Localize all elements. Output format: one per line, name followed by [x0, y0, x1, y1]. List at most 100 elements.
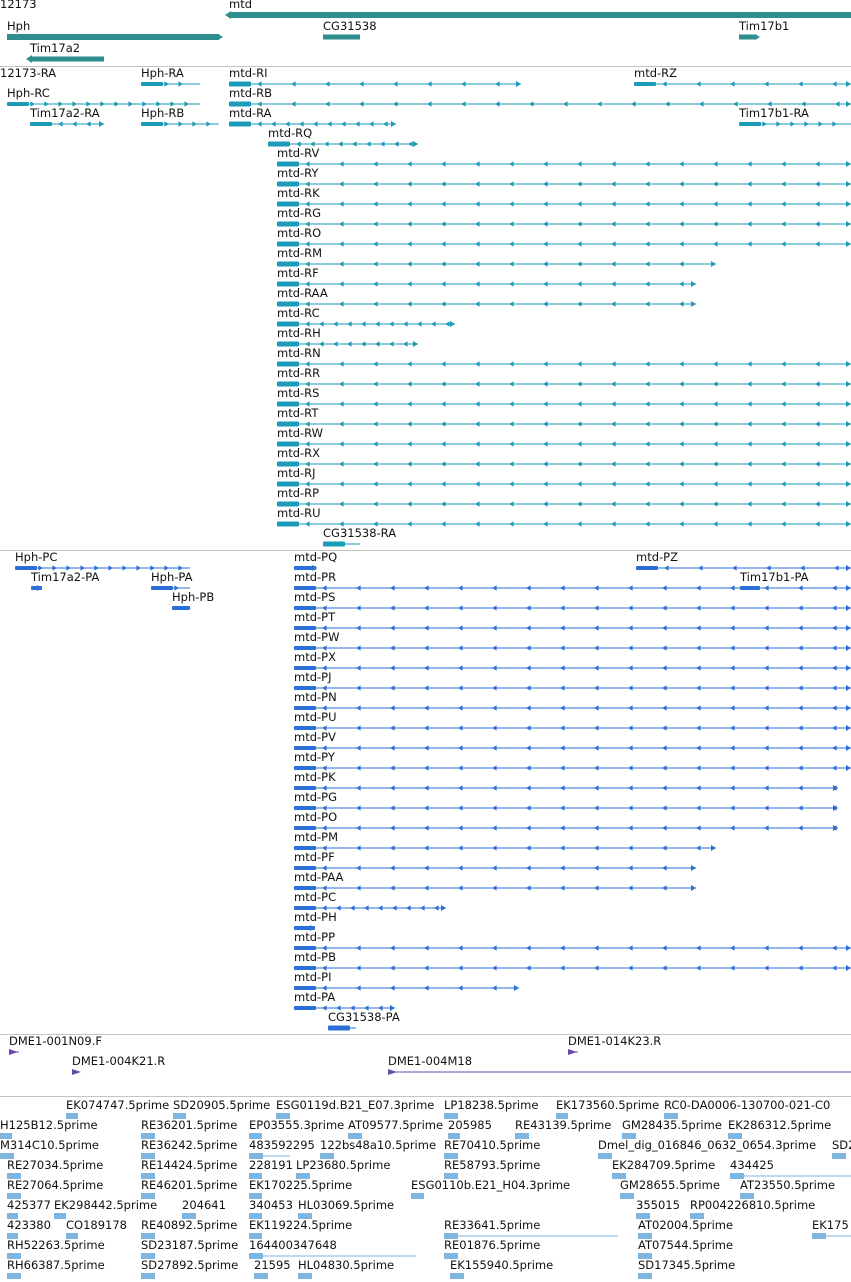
feature-label[interactable]: SD27892.5prime	[141, 1258, 239, 1272]
feature-label[interactable]: EK173560.5prime	[556, 1098, 660, 1112]
feature-label[interactable]: RE36201.5prime	[141, 1118, 238, 1132]
feature-label[interactable]: mtd-PO	[294, 810, 338, 824]
feature-label[interactable]: EK170225.5prime	[249, 1178, 353, 1192]
feature-label[interactable]: Tim17a2	[30, 41, 81, 55]
feature-label[interactable]: mtd-RX	[277, 446, 321, 460]
feature-label[interactable]: Hph-RA	[141, 66, 184, 80]
feature-label[interactable]: AT02004.5prime	[638, 1218, 734, 1232]
feature-label[interactable]: AT09577.5prime	[348, 1118, 444, 1132]
feature-label[interactable]: mtd-RZ	[634, 66, 678, 80]
feature-label[interactable]: RE14424.5prime	[141, 1158, 238, 1172]
feature-label[interactable]: mtd-PC	[294, 890, 337, 904]
feature-label[interactable]: mtd-RW	[277, 426, 324, 440]
feature-label[interactable]: mtd-PH	[294, 910, 337, 924]
feature-label[interactable]: mtd-PG	[294, 790, 338, 804]
feature-label[interactable]: SD23187.5prime	[141, 1238, 239, 1252]
feature-label[interactable]: SD17345.5prime	[638, 1258, 736, 1272]
feature-label[interactable]: mtd-PZ	[636, 550, 678, 564]
feature-label[interactable]: mtd-PJ	[294, 670, 332, 684]
feature-label[interactable]: EK119224.5prime	[249, 1218, 353, 1232]
feature-label[interactable]: mtd-PA	[294, 990, 336, 1004]
feature-label[interactable]: mtd-RAA	[277, 286, 328, 300]
feature-label[interactable]: mtd-RQ	[268, 126, 313, 140]
feature-label[interactable]: Tim17b1-PA	[740, 570, 809, 584]
feature-label[interactable]: Hph-PC	[15, 550, 58, 564]
feature-label[interactable]: EK284709.5prime	[612, 1158, 716, 1172]
feature-label[interactable]: 164400347648	[249, 1238, 337, 1252]
feature-label[interactable]: 434425	[730, 1158, 774, 1172]
feature-label[interactable]: mtd-PR	[294, 570, 337, 584]
feature-label[interactable]: ESG0119d.B21_E07.3prime	[276, 1098, 435, 1112]
feature-label[interactable]: RE01876.5prime	[444, 1238, 541, 1252]
feature-label[interactable]: mtd-RF	[277, 266, 319, 280]
feature-label[interactable]: mtd-PI	[294, 970, 332, 984]
feature-label[interactable]: CG31538-PA	[328, 1010, 400, 1024]
feature-label[interactable]: Hph-PB	[172, 590, 215, 604]
feature-label[interactable]: mtd-PF	[294, 850, 335, 864]
feature-label[interactable]: LP23680.5prime	[296, 1158, 391, 1172]
feature-label[interactable]: 425377	[7, 1198, 51, 1212]
feature-label[interactable]: AT07544.5prime	[638, 1238, 734, 1252]
feature-label[interactable]: CO189178	[66, 1218, 127, 1232]
feature-label[interactable]: mtd-RP	[277, 486, 320, 500]
feature-label[interactable]: mtd-RK	[277, 186, 320, 200]
feature-label[interactable]: mtd-RA	[229, 106, 272, 120]
feature-label[interactable]: mtd-RY	[277, 166, 319, 180]
feature-label[interactable]: EK298442.5prime	[54, 1198, 158, 1212]
feature-label[interactable]: mtd-PT	[294, 610, 336, 624]
feature-label[interactable]: EK175	[812, 1218, 849, 1232]
feature-label[interactable]: Hph-RB	[141, 106, 185, 120]
feature-label[interactable]: AT23550.5prime	[740, 1178, 836, 1192]
feature-label[interactable]: SD2	[832, 1138, 851, 1152]
feature-label[interactable]: mtd	[229, 0, 253, 11]
feature-label[interactable]: Hph	[7, 19, 31, 33]
feature-label[interactable]: 21595	[254, 1258, 291, 1272]
feature-label[interactable]: mtd-PY	[294, 750, 335, 764]
feature-label[interactable]: mtd-RI	[229, 66, 268, 80]
feature-label[interactable]: mtd-PV	[294, 730, 336, 744]
feature-label[interactable]: mtd-RV	[277, 146, 320, 160]
feature-label[interactable]: GM28655.5prime	[620, 1178, 720, 1192]
feature-label[interactable]: DME1-004M18	[388, 1054, 473, 1068]
feature-label[interactable]: DME1-001N09.F	[9, 1034, 102, 1048]
feature-label[interactable]: mtd-PM	[294, 830, 339, 844]
feature-label[interactable]: mtd-RB	[229, 86, 273, 100]
feature-label[interactable]: Tim17b1	[739, 19, 790, 33]
feature-label[interactable]: Hph-RC	[7, 86, 50, 100]
feature-label[interactable]: LP18238.5prime	[444, 1098, 539, 1112]
feature-label[interactable]: HL04830.5prime	[298, 1258, 395, 1272]
feature-label[interactable]: DME1-004K21.R	[72, 1054, 166, 1068]
feature-label[interactable]: mtd-PB	[294, 950, 336, 964]
feature-label[interactable]: mtd-PX	[294, 650, 336, 664]
feature-label[interactable]: 355015	[636, 1198, 680, 1212]
feature-label[interactable]: RP004226810.5prime	[690, 1198, 816, 1212]
feature-label[interactable]: RC0-DA0006-130700-021-C0	[664, 1098, 831, 1112]
feature-label[interactable]: RH66387.5prime	[7, 1258, 105, 1272]
feature-label[interactable]: mtd-RG	[277, 206, 322, 220]
feature-label[interactable]: SD20905.5prime	[173, 1098, 271, 1112]
feature-label[interactable]: RE43139.5prime	[515, 1118, 612, 1132]
feature-label[interactable]: mtd-RT	[277, 406, 319, 420]
feature-label[interactable]: 12173	[0, 0, 37, 11]
feature-label[interactable]: RE70410.5prime	[444, 1138, 541, 1152]
feature-label[interactable]: Tim17a2-PA	[31, 570, 100, 584]
feature-label[interactable]: RE40892.5prime	[141, 1218, 238, 1232]
feature-label[interactable]: mtd-RM	[277, 246, 323, 260]
feature-label[interactable]: mtd-PAA	[294, 870, 344, 884]
feature-label[interactable]: Dmel_dig_016846_0632_0654.3prime	[598, 1138, 817, 1152]
feature-label[interactable]: mtd-RN	[277, 346, 321, 360]
feature-label[interactable]: Hph-PA	[151, 570, 193, 584]
feature-label[interactable]: mtd-PU	[294, 710, 337, 724]
feature-label[interactable]: mtd-PS	[294, 590, 336, 604]
feature-label[interactable]: HL03069.5prime	[298, 1198, 395, 1212]
feature-label[interactable]: Tim17b1-RA	[739, 106, 809, 120]
feature-label[interactable]: M314C10.5prime	[0, 1138, 100, 1152]
feature-label[interactable]: mtd-RJ	[277, 466, 316, 480]
feature-label[interactable]: ESG0110b.E21_H04.3prime	[411, 1178, 571, 1192]
feature-label[interactable]: RE27034.5prime	[7, 1158, 104, 1172]
feature-label[interactable]: mtd-RR	[277, 366, 321, 380]
feature-label[interactable]: RE36242.5prime	[141, 1138, 238, 1152]
feature-label[interactable]: Tim17a2-RA	[30, 106, 100, 120]
feature-label[interactable]: RE46201.5prime	[141, 1178, 238, 1192]
feature-label[interactable]: mtd-RU	[277, 506, 321, 520]
